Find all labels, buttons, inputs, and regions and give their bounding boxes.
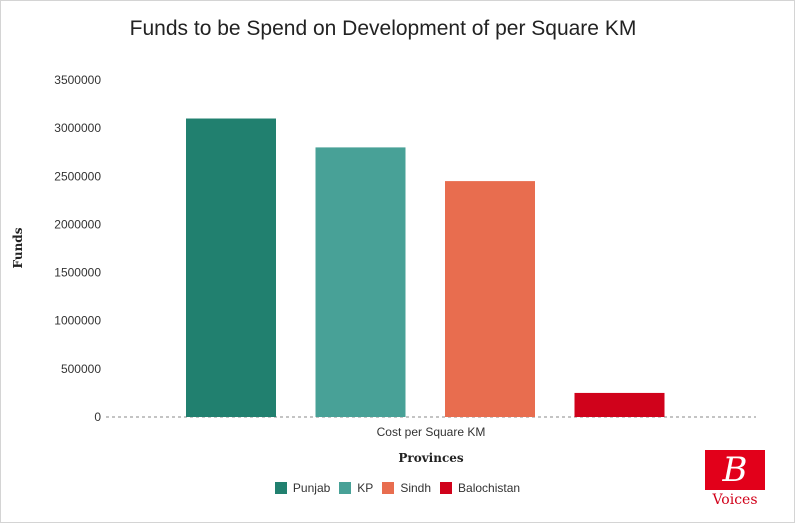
bar-punjab[interactable] bbox=[186, 118, 276, 417]
bar-balochistan[interactable] bbox=[574, 392, 665, 417]
legend-item-balochistan[interactable]: Balochistan bbox=[440, 481, 520, 495]
bar-kp[interactable] bbox=[315, 147, 406, 417]
legend-swatch bbox=[440, 482, 453, 494]
legend-label: Punjab bbox=[292, 481, 331, 495]
category-label: Cost per Square KM bbox=[377, 425, 486, 439]
y-tick-label: 0 bbox=[94, 410, 101, 424]
y-tick-label: 1000000 bbox=[54, 314, 101, 328]
legend-swatch bbox=[339, 482, 352, 494]
bars-group bbox=[186, 118, 665, 417]
legend-item-sindh[interactable]: Sindh bbox=[382, 481, 431, 495]
logo-letter: B bbox=[722, 450, 748, 490]
legend-swatch bbox=[382, 482, 395, 494]
category-labels: Cost per Square KM bbox=[377, 425, 486, 439]
logo-word: Voices bbox=[712, 492, 758, 508]
x-axis-title: Provinces bbox=[398, 451, 464, 465]
legend-item-punjab[interactable]: Punjab bbox=[274, 481, 331, 495]
voices-logo: B Voices bbox=[705, 450, 765, 510]
y-axis-title: Funds bbox=[11, 227, 25, 268]
legend: Punjab KP Sindh Balochistan bbox=[1, 481, 794, 495]
y-tick-label: 500000 bbox=[61, 362, 101, 376]
y-tick-label: 2500000 bbox=[54, 169, 101, 183]
y-tick-label: 3500000 bbox=[54, 73, 101, 87]
logo-badge: B bbox=[705, 450, 765, 490]
bar-sindh[interactable] bbox=[445, 181, 535, 417]
legend-label: Sindh bbox=[400, 481, 432, 495]
y-tick-label: 1500000 bbox=[54, 266, 101, 280]
y-axis-ticks: 0 500000 1000000 1500000 2000000 2500000 30000… bbox=[54, 73, 101, 424]
legend-label: KP bbox=[357, 481, 374, 495]
chart-title: Funds to be Spend on Development of per … bbox=[130, 17, 637, 40]
y-tick-label: 2000000 bbox=[54, 217, 101, 231]
legend-swatch bbox=[274, 482, 287, 494]
legend-label: Balochistan bbox=[458, 481, 521, 495]
legend-item-kp[interactable]: KP bbox=[339, 481, 373, 495]
y-tick-label: 3000000 bbox=[54, 121, 101, 135]
